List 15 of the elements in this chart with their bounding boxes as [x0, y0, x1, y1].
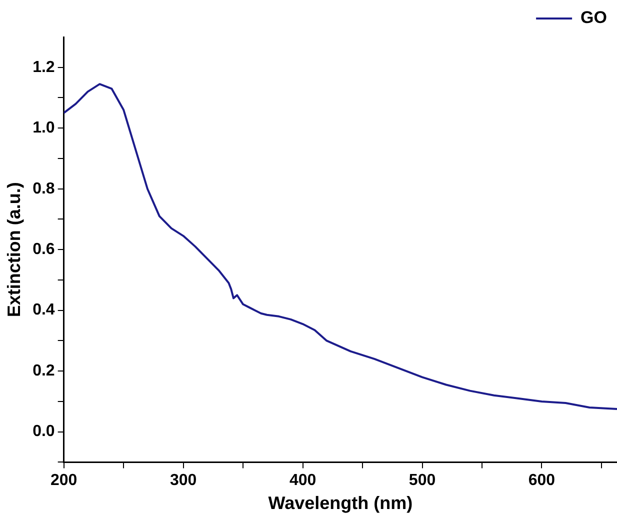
- x-tick-label: 600: [528, 472, 556, 490]
- y-tick-label: 1.2: [32, 58, 55, 76]
- x-tick-label: 300: [170, 472, 197, 490]
- y-tick-label: 0.6: [32, 241, 55, 258]
- legend-label: GO: [580, 8, 608, 28]
- x-axis-title: Wavelength (nm): [268, 493, 413, 514]
- x-tick-label: 500: [408, 472, 436, 490]
- y-axis-title: Extinction (a.u.): [4, 182, 24, 318]
- y-tick-label: 1.0: [32, 120, 55, 137]
- x-tick-label: 200: [50, 472, 78, 490]
- y-tick-label: 0.2: [32, 362, 55, 380]
- y-tick-label: 0.8: [32, 180, 55, 198]
- y-tick-label: 0.4: [32, 302, 55, 319]
- x-tick-label: 400: [289, 472, 316, 490]
- y-tick-label: 0.0: [32, 423, 55, 440]
